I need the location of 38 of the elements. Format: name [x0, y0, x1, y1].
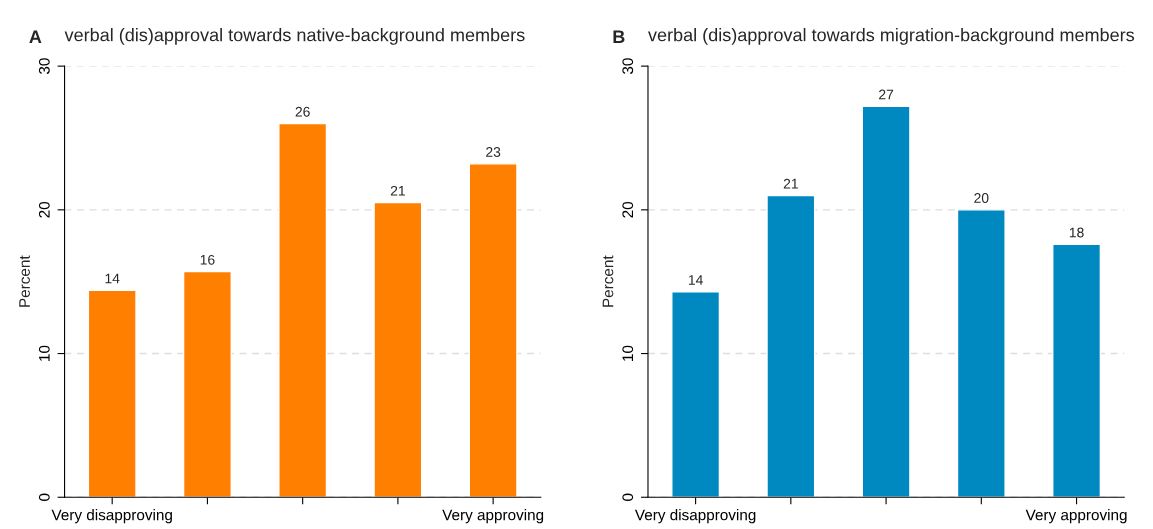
chart-title: verbal (dis)approval towards native-background members: [64, 28, 525, 45]
y-tick-label: 30: [622, 58, 634, 75]
y-tick-label: 0: [622, 493, 634, 501]
text: A: [29, 30, 42, 43]
bar: [182, 270, 232, 498]
y-tick-label: 10: [622, 345, 634, 361]
y-tick-label: 20: [622, 201, 634, 218]
data-label: 14: [105, 273, 120, 284]
data-label: 14: [688, 275, 703, 285]
bar: [468, 163, 518, 498]
bar: [87, 289, 137, 498]
x-tick-label: Very approving: [1025, 509, 1127, 524]
y-tick-label: 10: [38, 345, 50, 361]
x-tick-label: Very disapproving: [634, 509, 756, 524]
data-label: 27: [879, 89, 894, 100]
bar: [671, 291, 721, 498]
x-tick-label: Very disapproving: [51, 509, 172, 524]
data-label: 21: [390, 185, 405, 196]
data-label: 18: [1069, 227, 1084, 238]
data-label: 16: [200, 254, 215, 265]
bar: [278, 122, 328, 498]
text: B: [613, 30, 625, 43]
bar: [956, 209, 1006, 498]
y-axis-title: Percent: [19, 255, 30, 307]
data-label: 21: [783, 178, 798, 189]
bar: [766, 194, 816, 498]
data-label: 23: [486, 147, 501, 157]
y-tick-label: 0: [38, 493, 50, 501]
y-tick-label: 20: [38, 201, 50, 218]
x-tick-label: Very approving: [442, 509, 544, 524]
bar: [373, 201, 423, 498]
data-label: 26: [295, 106, 310, 117]
chart-title: verbal (dis)approval towards migration-background members: [648, 28, 1135, 45]
y-tick-label: 30: [38, 58, 50, 75]
bar: [1052, 243, 1102, 498]
data-label: 20: [974, 193, 989, 203]
y-axis-title: Percent: [602, 255, 614, 307]
bar: [861, 105, 911, 498]
